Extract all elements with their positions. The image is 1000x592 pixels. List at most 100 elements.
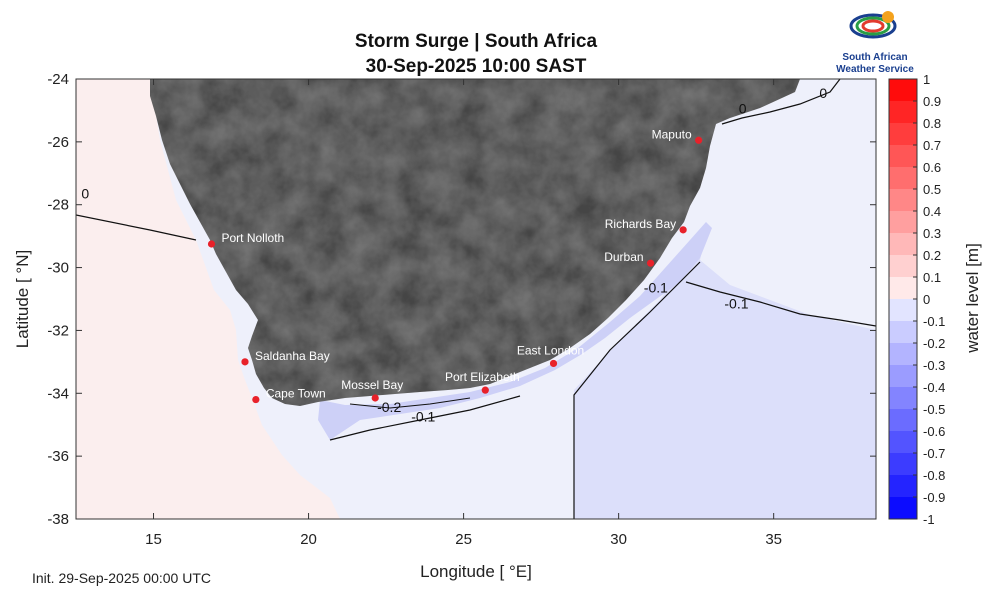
contour-line-minus-0-1 <box>329 281 876 441</box>
colorbar-segment <box>889 123 917 146</box>
colorbar-tick-label: 0.4 <box>923 204 941 219</box>
station-marker[interactable] <box>207 240 216 248</box>
contour-label: 0 <box>819 85 827 101</box>
y-tick-label: -34 <box>47 385 69 402</box>
colorbar-segment <box>889 79 917 102</box>
colorbar-tick-label: -0.3 <box>923 358 945 373</box>
station-label: Port Elizabeth <box>445 370 520 384</box>
colorbar-tick-label: 0.8 <box>923 116 941 131</box>
station-label: Cape Town <box>266 387 326 401</box>
colorbar-tick-label: 0.5 <box>923 182 941 197</box>
contour-label: -0.1 <box>644 280 668 296</box>
colorbar-tick-label: -1 <box>923 512 935 527</box>
colorbar-segment <box>889 277 917 300</box>
colorbar-tick-label: -0.7 <box>923 446 945 461</box>
contour-label: 0 <box>81 185 89 201</box>
saws-logo-line1: South African <box>842 52 907 63</box>
colorbar-tick-label: 0.2 <box>923 248 941 263</box>
station-marker[interactable] <box>549 359 558 368</box>
colorbar-segment <box>889 167 917 190</box>
land-mass <box>150 79 800 406</box>
x-tick-label: 20 <box>300 531 317 548</box>
station-label: Maputo <box>652 127 692 141</box>
station-label: Mossel Bay <box>341 378 403 392</box>
colorbar-tick-label: -0.1 <box>923 314 945 329</box>
station-marker[interactable] <box>481 386 489 394</box>
saws-logo-line2: Weather Service <box>836 64 914 75</box>
colorbar-tick-label: 0.6 <box>923 160 941 175</box>
colorbar-tick-label: 0.9 <box>923 94 941 109</box>
y-tick-label: -38 <box>47 511 69 528</box>
station-label: East London <box>517 343 584 357</box>
y-axis-label: Latitude [ °N] <box>13 250 32 348</box>
sea-surge-band <box>318 222 712 440</box>
colorbar-segment <box>889 299 917 322</box>
colorbar-tick-label: 0.7 <box>923 138 941 153</box>
colorbar-tick-label: -0.9 <box>923 490 945 505</box>
x-axis-ticks: 15 20 25 30 35 <box>145 79 782 548</box>
station-label: Durban <box>604 250 643 264</box>
saws-logo: South African Weather Service <box>836 11 914 75</box>
contour-line-minus-0-2 <box>349 397 471 409</box>
colorbar-segment <box>889 497 917 520</box>
y-tick-label: -30 <box>47 260 69 277</box>
contour-label: -0.1 <box>724 295 748 311</box>
x-tick-label: 35 <box>765 531 782 548</box>
sea-east-negative-zone <box>574 225 876 519</box>
station-marker[interactable] <box>241 358 249 366</box>
colorbar-segment <box>889 343 917 366</box>
y-tick-label: -28 <box>47 197 69 214</box>
colorbar-tick-label: -0.6 <box>923 424 945 439</box>
x-tick-label: 25 <box>455 531 472 548</box>
station-label: Saldanha Bay <box>255 349 330 363</box>
colorbar-segment <box>889 211 917 234</box>
colorbar-segment <box>889 255 917 278</box>
station-marker[interactable] <box>371 394 379 402</box>
contour-label: -0.2 <box>377 399 401 415</box>
colorbar-segment <box>889 431 917 454</box>
station-marker[interactable] <box>646 259 655 267</box>
x-tick-label: 15 <box>145 531 162 548</box>
y-axis-ticks: -24 -26 -28 -30 -32 -34 -36 -38 <box>47 71 876 528</box>
station-marker[interactable] <box>695 136 703 144</box>
station-marker[interactable] <box>679 226 687 234</box>
contour-label: -0.1 <box>411 409 435 425</box>
saws-logo-emblem-icon <box>849 11 897 39</box>
colorbar-segment <box>889 365 917 388</box>
x-tick-label: 30 <box>610 531 627 548</box>
contour-label: 0 <box>739 101 747 117</box>
colorbar-tick-label: 0.3 <box>923 226 941 241</box>
colorbar-tick-label: -0.5 <box>923 402 945 417</box>
map-plot-area: 0 0 0 -0.1 -0.1 -0.2 -0.1 Maputo Richards Bay Du… <box>76 79 876 519</box>
map-title-line1: Storm Surge | South Africa <box>355 31 598 52</box>
colorbar-tick-label: 1 <box>923 72 930 87</box>
station-marker[interactable] <box>252 395 260 404</box>
colorbar-tick-label: -0.2 <box>923 336 945 351</box>
contour-line-zero <box>76 79 841 519</box>
colorbar-segment <box>889 453 917 476</box>
y-tick-label: -32 <box>47 322 69 339</box>
colorbar-segment <box>889 189 917 212</box>
sea-west-positive-zone <box>76 79 340 519</box>
colorbar-tick-label: -0.4 <box>923 380 945 395</box>
colorbar-label: water level [m] <box>963 243 982 354</box>
colorbar-segment <box>889 387 917 410</box>
water-level-colorbar: 1 0.9 0.8 0.7 0.6 0.5 0.4 0.3 0.2 0.1 0 -0.1 -0.2 -0.… <box>888 72 945 527</box>
init-time-label: Init. 29-Sep-2025 00:00 UTC <box>32 570 211 586</box>
y-tick-label: -26 <box>47 134 69 151</box>
colorbar-segment <box>889 145 917 168</box>
y-tick-label: -36 <box>47 448 69 465</box>
y-tick-label: -24 <box>47 71 69 88</box>
colorbar-segment <box>889 409 917 432</box>
colorbar-segment <box>889 475 917 498</box>
colorbar-segment <box>889 233 917 256</box>
map-plot-frame <box>75 78 877 520</box>
colorbar-tick-label: -0.8 <box>923 468 945 483</box>
colorbar-segment <box>889 101 917 124</box>
colorbar-tick-label: 0 <box>923 292 930 307</box>
station-label: Port Nolloth <box>222 231 285 245</box>
colorbar-segment <box>889 321 917 344</box>
x-axis-label: Longitude [ °E] <box>420 562 532 581</box>
colorbar-tick-label: 0.1 <box>923 270 941 285</box>
